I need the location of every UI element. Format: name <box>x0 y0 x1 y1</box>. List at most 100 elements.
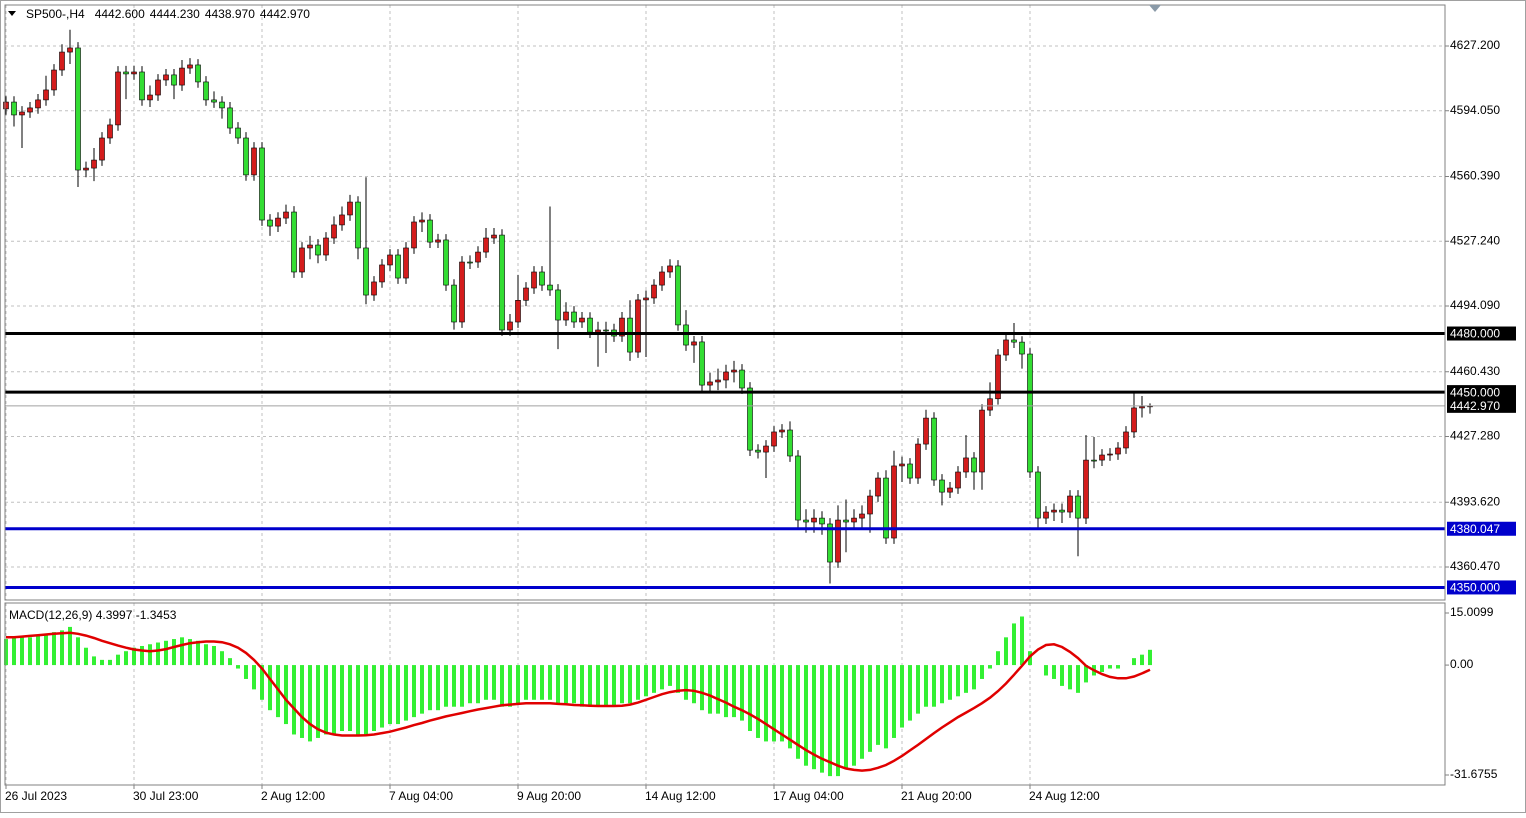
macd-histogram-bar <box>716 665 720 714</box>
macd-histogram-bar <box>788 665 792 749</box>
candle-body <box>787 429 793 457</box>
candle-body <box>59 51 65 71</box>
candle-body <box>635 299 641 353</box>
candle-body <box>1131 407 1137 433</box>
macd-label: MACD(12,26,9) 4.3997 -1.3453 <box>9 608 177 622</box>
macd-histogram-bar <box>196 640 200 666</box>
macd-histogram-bar <box>332 665 336 735</box>
macd-histogram-bar <box>524 665 528 700</box>
y-tick-label: 4560.390 <box>1450 169 1500 183</box>
candle-body <box>1019 341 1025 355</box>
candle-body <box>115 71 121 126</box>
candle-body <box>955 471 961 489</box>
candle-body <box>939 479 945 493</box>
candle-body <box>163 74 169 81</box>
macd-histogram-bar <box>708 665 712 714</box>
y-tick-label: 4460.430 <box>1450 364 1500 378</box>
candle-body <box>571 311 577 323</box>
macd-histogram-bar <box>268 665 272 711</box>
x-tick-label: 9 Aug 20:00 <box>517 789 581 803</box>
macd-histogram-bar <box>308 665 312 742</box>
candle-body <box>339 214 345 226</box>
macd-histogram-bar <box>460 665 464 707</box>
macd-histogram-bar <box>1084 665 1088 683</box>
candle-body <box>443 239 449 286</box>
candle-body <box>75 47 81 171</box>
candle-body <box>699 341 705 386</box>
macd-histogram-bar <box>1060 665 1064 686</box>
candle-body <box>355 201 361 249</box>
macd-histogram-bar <box>940 665 944 704</box>
y-tick-label: 4393.620 <box>1450 494 1500 508</box>
macd-histogram-bar <box>996 651 1000 666</box>
candle-body <box>147 94 153 101</box>
macd-histogram-bar <box>84 647 88 666</box>
candle-body <box>475 251 481 263</box>
x-tick-label: 21 Aug 20:00 <box>901 789 972 803</box>
y-tick-label: 4494.090 <box>1450 298 1500 312</box>
candle-body <box>27 107 33 113</box>
macd-histogram-bar <box>572 665 576 704</box>
macd-signal-line <box>6 631 1151 772</box>
candle-body <box>1099 454 1105 461</box>
macd-y-tick-label: 15.0099 <box>1450 605 1494 619</box>
candle-body <box>755 449 761 453</box>
macd-histogram-bar <box>548 665 552 700</box>
macd-histogram-bar <box>300 665 304 738</box>
macd-histogram-bar <box>412 665 416 718</box>
candle-body <box>619 317 625 337</box>
macd-histogram-bar <box>1012 623 1016 666</box>
candle-body <box>171 74 177 86</box>
plot-layer <box>3 29 1445 777</box>
macd-histogram-bar <box>820 665 824 773</box>
chart-shift-marker[interactable] <box>1149 5 1161 12</box>
macd-histogram-bar <box>748 665 752 732</box>
macd-histogram-bar <box>516 665 520 704</box>
candle-body <box>1115 447 1121 455</box>
candle-body <box>83 167 89 171</box>
level-label-box <box>1447 580 1516 595</box>
level-label: 4380.047 <box>1450 522 1500 536</box>
macd-histogram-bar <box>956 665 960 697</box>
candle-body <box>563 311 569 321</box>
candle-body <box>603 329 609 332</box>
macd-histogram-bar <box>980 665 984 679</box>
candle-body <box>3 101 9 110</box>
macd-histogram-bar <box>284 665 288 725</box>
macd-panel-frame <box>4 602 1446 786</box>
candle-body <box>643 297 649 301</box>
macd-histogram-bar <box>620 665 624 704</box>
candle-body <box>411 221 417 249</box>
macd-histogram-bar <box>500 665 504 707</box>
header-dropdown[interactable] <box>8 11 16 16</box>
level-label-box <box>1447 385 1516 400</box>
candle-body <box>419 219 425 223</box>
macd-histogram-bar <box>756 665 760 738</box>
candle-body <box>923 417 929 445</box>
macd-histogram-bar <box>812 665 816 770</box>
macd-histogram-bar <box>116 654 120 666</box>
candle-body <box>187 64 193 69</box>
candle-body <box>691 341 697 346</box>
macd-histogram-bar <box>700 665 704 711</box>
macd-histogram-bar <box>916 665 920 714</box>
candle-body <box>219 101 225 109</box>
candle-body <box>379 264 385 283</box>
macd-histogram-bar <box>28 637 32 666</box>
candle-body <box>555 289 561 321</box>
macd-histogram-bar <box>420 665 424 714</box>
candle-body <box>843 519 849 523</box>
macd-histogram-bar <box>612 665 616 707</box>
candle-body <box>531 271 537 289</box>
candle-body <box>883 477 889 539</box>
candle-body <box>899 463 905 467</box>
level-label-box <box>1447 326 1516 341</box>
macd-histogram-bar <box>476 665 480 704</box>
macd-histogram-bar <box>172 639 176 666</box>
macd-histogram-bar <box>932 665 936 707</box>
macd-histogram-bar <box>1148 649 1152 666</box>
macd-histogram-bar <box>20 637 24 666</box>
candle-body <box>243 137 249 176</box>
candle-body <box>1139 406 1145 409</box>
